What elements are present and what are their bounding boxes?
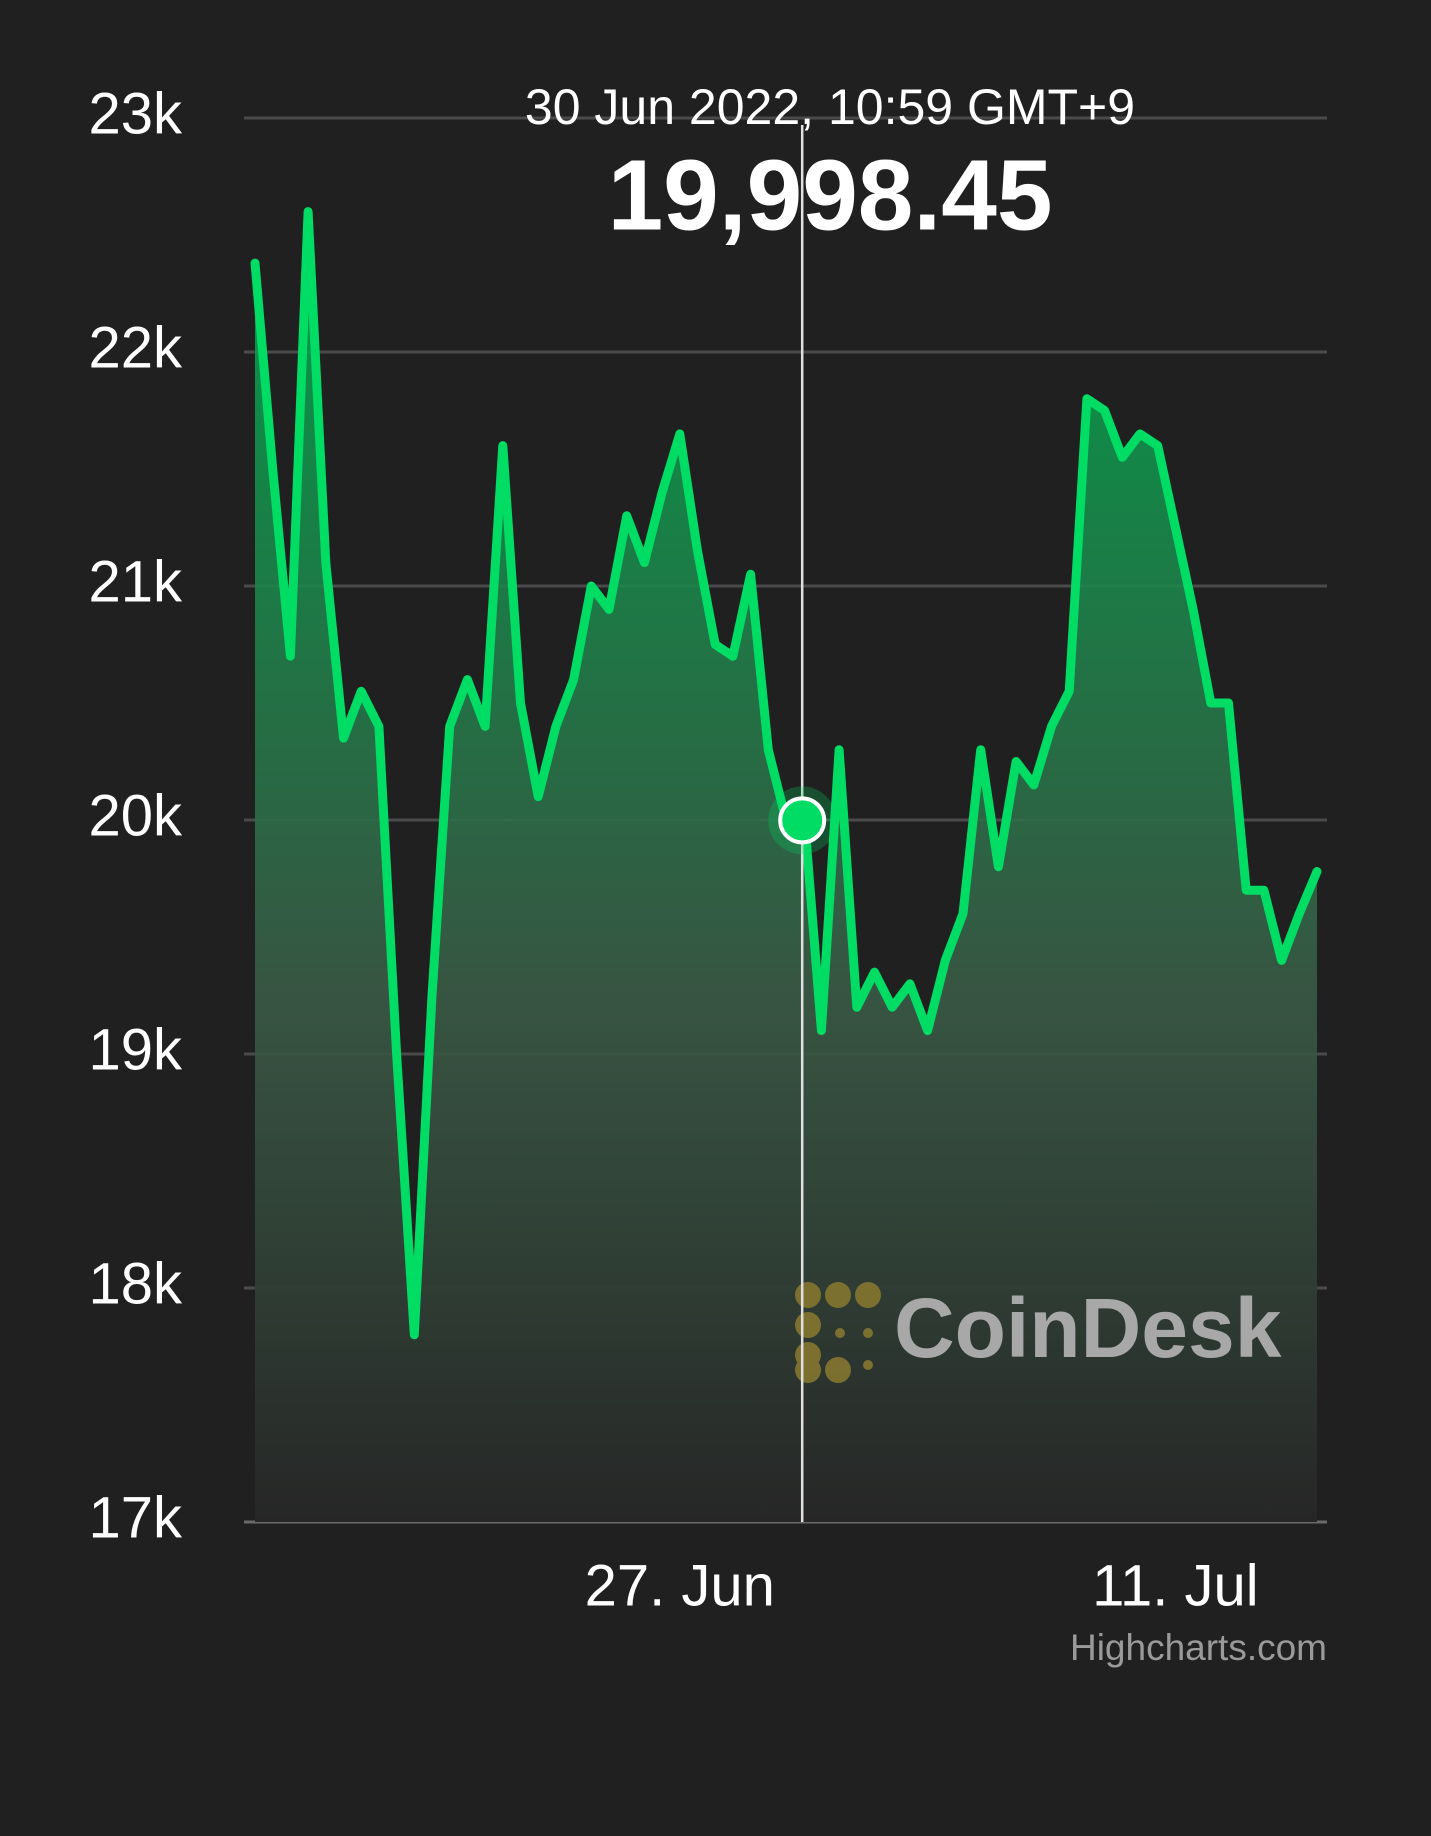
hover-marker [778,796,827,845]
watermark-logo [795,1282,881,1383]
y-tick-label: 20k [88,783,183,848]
watermark-text: CoinDesk [894,1281,1282,1375]
y-tick-label: 18k [88,1251,183,1316]
x-tick-label: 11. Jul [1092,1553,1259,1618]
y-tick-label: 17k [88,1485,183,1550]
tooltip [768,125,837,1522]
tooltip-value: 19,998.45 [608,139,1053,251]
area [255,211,1317,1523]
credits[interactable]: Highcharts.com [1070,1627,1327,1668]
y-tick-label: 21k [88,549,183,614]
tooltip-date: 30 Jun 2022, 10:59 GMT+9 [525,79,1135,135]
y-tick-label: 22k [88,315,183,380]
y-tick-label: 19k [88,1017,183,1082]
x-tick-label: 27. Jun [585,1553,775,1618]
y-tick-label: 23k [88,81,183,146]
